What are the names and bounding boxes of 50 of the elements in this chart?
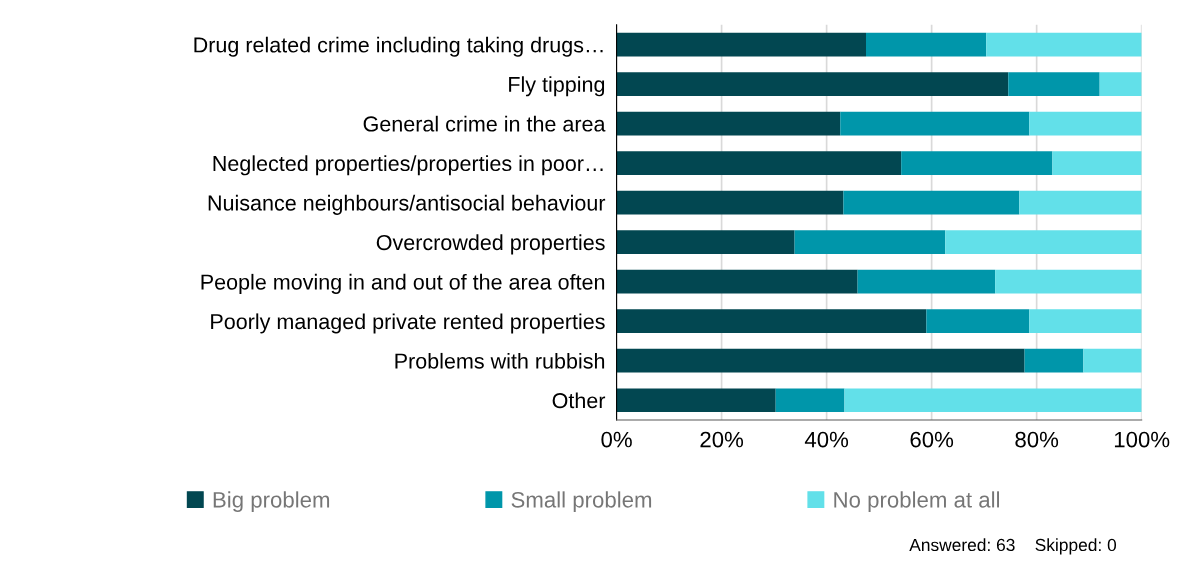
x-tick-label: 60% <box>910 431 954 448</box>
y-tick-label: General crime in the area <box>363 115 606 132</box>
y-tick-label: Nuisance neighbours/antisocial behaviour <box>208 194 606 215</box>
legend-label: Small problem <box>511 491 652 513</box>
bar <box>616 32 866 57</box>
bar <box>794 230 946 254</box>
bar <box>616 111 841 136</box>
y-tick-label: Fly tipping <box>509 76 605 97</box>
bar <box>616 388 776 413</box>
bar <box>843 190 1020 215</box>
x-tick-label: 80% <box>1015 431 1059 448</box>
bar <box>1008 72 1100 96</box>
x-tick-label: 40% <box>804 431 849 448</box>
bar <box>945 230 1142 254</box>
legend-label: Big problem <box>213 491 330 513</box>
bar <box>1024 348 1084 373</box>
bar <box>865 32 987 57</box>
bar <box>616 151 902 175</box>
bar <box>616 348 1025 373</box>
y-tick-label: Other <box>552 392 606 409</box>
bar <box>901 151 1053 175</box>
bar <box>1099 72 1142 96</box>
bar <box>1052 151 1142 175</box>
bar <box>1029 309 1142 334</box>
bar <box>1019 190 1142 215</box>
x-tick-label: 0% <box>601 431 632 448</box>
bar <box>840 111 1030 136</box>
bar <box>1029 111 1142 136</box>
bar <box>616 230 795 254</box>
y-tick-label: Problems with rubbish <box>395 352 605 369</box>
bar <box>1083 348 1142 373</box>
x-tick-label: 100% <box>1114 431 1170 448</box>
x-tick-label: 20% <box>700 431 744 448</box>
bar <box>844 388 1142 413</box>
y-tick-label: Overcrowded properties <box>376 234 605 255</box>
bar <box>995 269 1142 294</box>
bar <box>986 32 1142 57</box>
y-tick-label: People moving in and out of the area often <box>201 273 605 294</box>
bar <box>616 72 1009 96</box>
text: Answered: 63 Skipped: 0 <box>909 538 1117 555</box>
y-tick-label: Neglected properties/properties in poor… <box>213 155 603 176</box>
bar <box>616 269 858 294</box>
bar <box>616 190 844 215</box>
bar <box>857 269 996 294</box>
y-tick-label: Poorly managed private rented properties <box>211 313 605 334</box>
bar <box>775 388 845 413</box>
bar <box>616 309 927 334</box>
legend-label: No problem at all <box>834 491 1000 513</box>
bar <box>926 309 1030 334</box>
y-tick-label: Drug related crime including taking drugs… <box>194 36 603 57</box>
